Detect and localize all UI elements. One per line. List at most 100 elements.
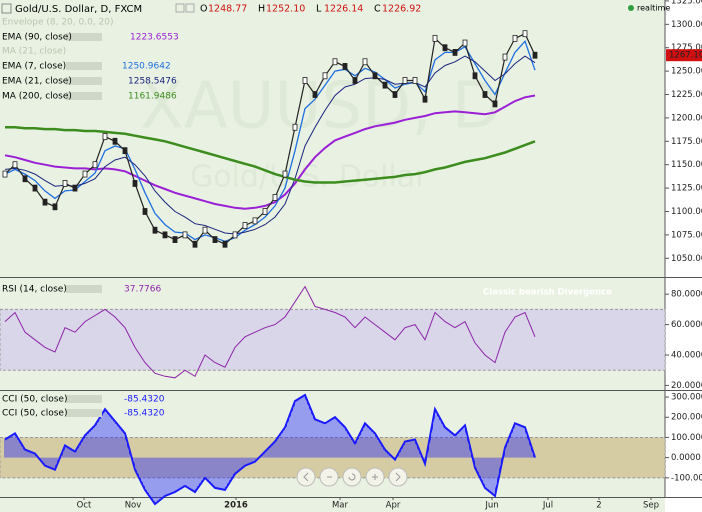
y-tick-label: 1125.00	[671, 184, 702, 194]
y-tick-label: 20.0000	[671, 381, 702, 391]
price-candle	[192, 240, 198, 248]
title: Gold/U.S. Dollar, D, FXCM	[15, 4, 142, 15]
price-candle	[292, 123, 298, 131]
price-candle	[42, 198, 48, 206]
button-right[interactable]	[388, 467, 408, 487]
icon	[1, 3, 12, 14]
price-candle	[532, 51, 538, 59]
price-candle	[412, 77, 418, 84]
price-candle	[372, 72, 378, 80]
price-candle	[482, 91, 488, 98]
y-tick-label: 200.0000	[671, 413, 702, 423]
price-candle	[32, 184, 38, 192]
y-tick-label: 40.0000	[671, 351, 702, 361]
y-tick-label: 1075.00	[671, 230, 702, 240]
nav-buttons	[296, 467, 408, 487]
hidden-indicator: Envelope (8, 20, 0.0, 20)	[2, 18, 114, 28]
price-candle	[92, 161, 98, 169]
x-tick-label: Mar	[332, 501, 349, 511]
annotation: Classic bearish Divergence	[483, 288, 612, 298]
price-candle	[12, 161, 18, 169]
price-candle	[462, 39, 468, 47]
price-candle	[142, 208, 148, 215]
price-candle	[22, 175, 28, 183]
legend-name: CCI (50, close)	[2, 395, 67, 405]
button-left[interactable]	[296, 467, 316, 487]
price-candle	[492, 100, 498, 108]
y-tick-label: 1275.00	[671, 43, 702, 53]
price-candle	[262, 208, 268, 215]
x-tick-label: Jul	[542, 501, 553, 511]
y-tick-label: 1100.00	[671, 207, 702, 217]
button-reset[interactable]	[342, 467, 362, 487]
price-candle	[202, 226, 208, 234]
legend-icons	[66, 285, 102, 293]
price-candle	[112, 137, 118, 145]
price-candle	[132, 180, 138, 187]
x-tick-label: Jun	[484, 501, 498, 511]
indicator-line	[4, 39, 536, 243]
price-candle	[182, 231, 188, 239]
price-candle	[62, 180, 68, 187]
legend-value: 37.7766	[124, 285, 161, 295]
price-candle	[422, 95, 428, 103]
price-candle	[232, 231, 238, 239]
watermark: XAUUSD, D	[140, 70, 501, 144]
legend-name: EMA (21, close)	[2, 77, 72, 87]
y-tick-label: -100.0000	[671, 473, 702, 483]
price-candle	[512, 34, 518, 42]
price-candle	[122, 147, 128, 155]
icons	[175, 3, 195, 13]
y-tick-label: 60.0000	[671, 320, 702, 330]
ohlc-value: 1226.14	[324, 4, 363, 15]
price-candle	[392, 91, 398, 98]
legend-value: 1250.9642	[122, 62, 171, 72]
legend-name: EMA (90, close)	[2, 33, 72, 43]
price-candle	[452, 49, 458, 56]
cci-line	[4, 393, 536, 506]
price-candle	[382, 81, 388, 89]
price-candle	[102, 133, 108, 141]
legend-name: EMA (7, close)	[2, 62, 66, 72]
price-candle	[342, 63, 348, 70]
y-tick-label: 80.0000	[671, 290, 702, 300]
price-candle	[52, 203, 58, 211]
legend-value: 1161.9486	[128, 92, 177, 102]
y-tick-label: 1150.00	[671, 160, 702, 170]
y-tick-label: 300.0000	[671, 393, 702, 403]
legend-value: -85.4320	[124, 409, 165, 419]
ohlc-value: 1252.10	[266, 4, 305, 15]
last-price-tag	[666, 49, 702, 62]
x-tick-label: Sep	[643, 501, 659, 511]
status: realtime	[637, 4, 670, 13]
price-candle	[2, 170, 8, 178]
price-candle	[242, 222, 248, 229]
legend-icons	[66, 62, 102, 70]
price-candle	[252, 217, 258, 225]
legend-icons	[66, 92, 102, 100]
legend-icons	[66, 395, 102, 403]
rsi-line	[4, 285, 536, 379]
y-tick-label: 1175.00	[671, 137, 702, 147]
indicator-line	[4, 55, 536, 235]
legend-name: MA (200, close)	[2, 92, 72, 102]
legend-value: 1258.5476	[128, 77, 177, 87]
price-candle	[222, 240, 228, 248]
x-tick-label: 2016	[224, 501, 248, 511]
ohlc-label: C	[374, 4, 381, 15]
indicator-line	[5, 126, 536, 184]
last-price: 1267.10	[669, 51, 702, 61]
price-candle	[352, 77, 358, 84]
y-tick-label: 1250.00	[671, 67, 702, 77]
legend-name: CCI (50, close)	[2, 409, 67, 419]
x-tick-label: Oct	[77, 501, 92, 511]
price-candle	[272, 194, 278, 201]
price-candle	[522, 30, 528, 38]
price-candle	[402, 77, 408, 84]
ohlc-value: 1226.92	[382, 4, 421, 15]
legend-value: -85.4320	[124, 395, 165, 405]
hidden-indicator: MA (21, close)	[2, 47, 66, 57]
y-tick-label: 1300.00	[671, 20, 702, 30]
legend-icons	[66, 77, 102, 85]
